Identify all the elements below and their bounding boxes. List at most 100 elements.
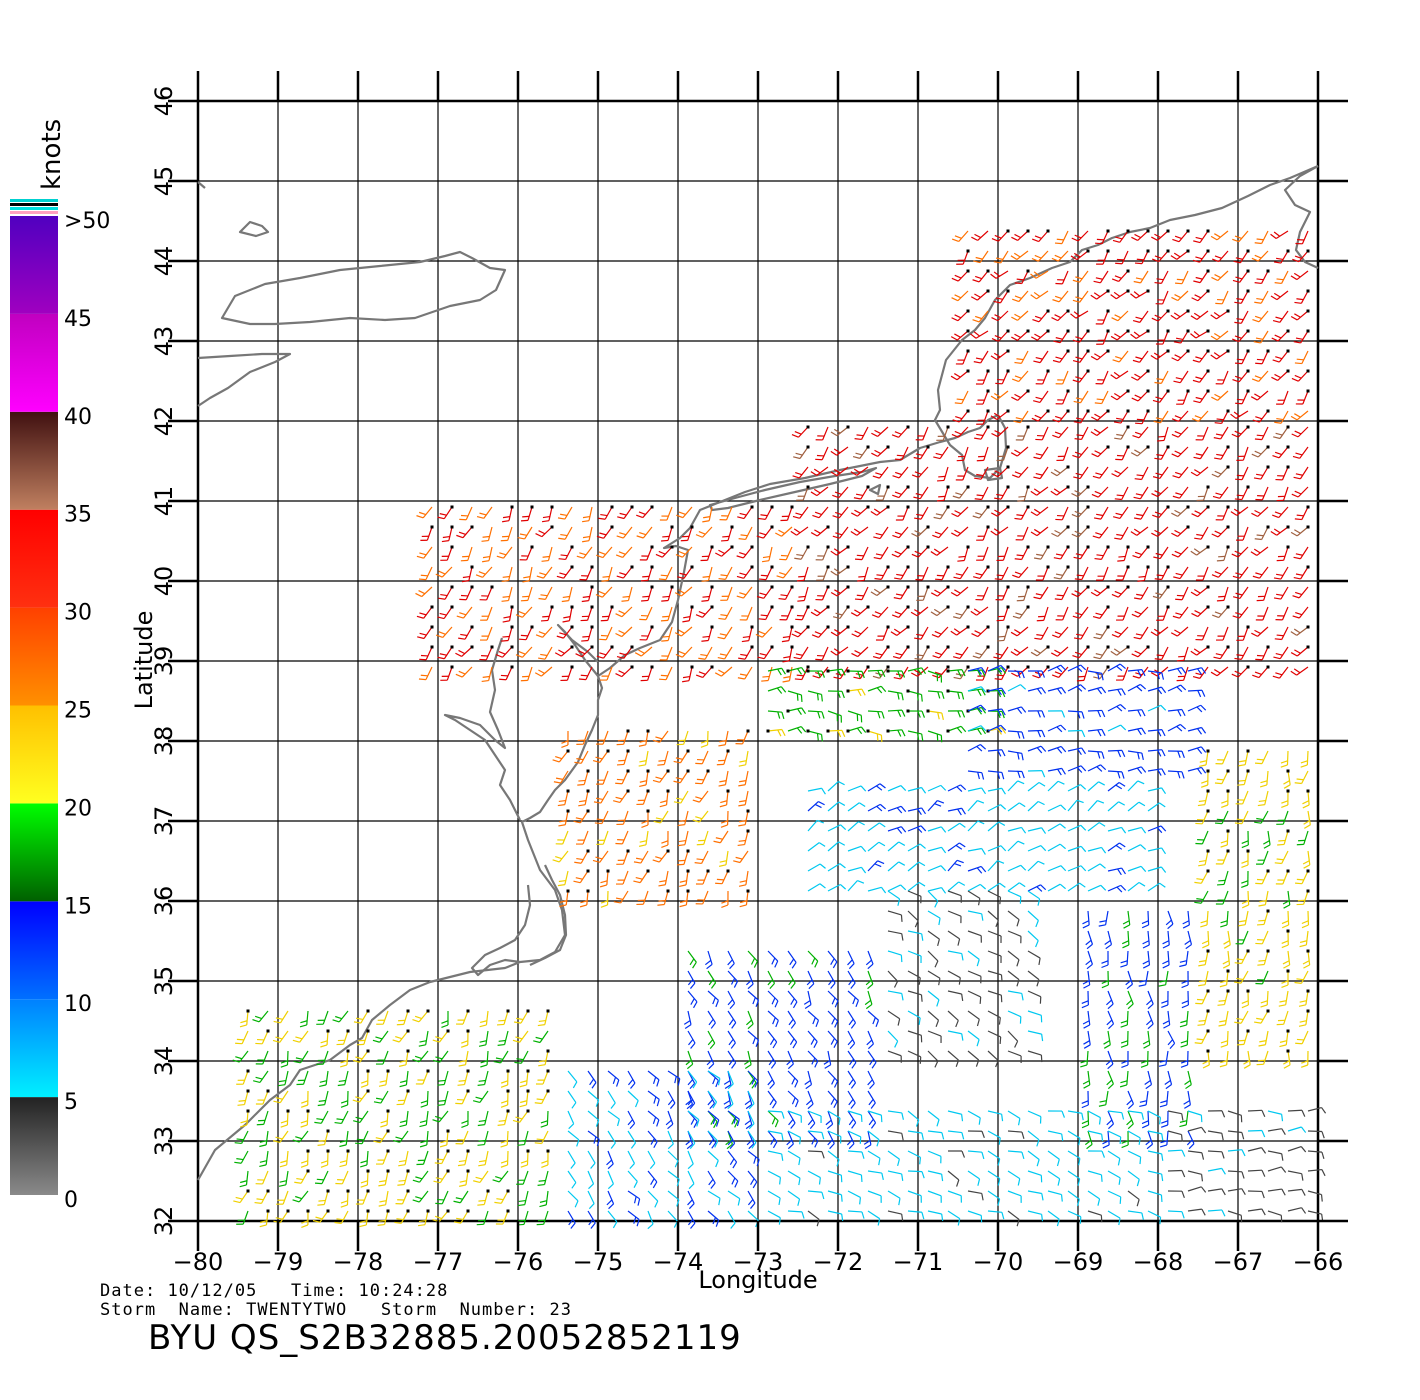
wind-barb (1113, 506, 1129, 520)
barb-staff (981, 586, 989, 601)
wind-barb (1127, 801, 1146, 812)
barb-staff (922, 586, 929, 601)
barb-feather (854, 558, 863, 561)
barb-dot (1026, 389, 1030, 393)
wind-barb (815, 646, 829, 661)
barb-dot (866, 729, 870, 733)
barb-feather (1120, 724, 1127, 731)
barb-feather (797, 708, 802, 715)
barb-feather (1033, 360, 1041, 364)
wind-barb (967, 970, 982, 984)
barb-feather (951, 512, 959, 518)
wind-barb (872, 466, 889, 479)
colorbar-cap-stripe (10, 203, 58, 206)
wind-barb (1216, 586, 1229, 602)
barb-feather (997, 728, 1002, 735)
barb-staff (1281, 606, 1289, 621)
wind-barb (461, 565, 474, 583)
barb-feather (686, 1143, 693, 1150)
barb-feather (1030, 336, 1038, 341)
barb-feather (677, 844, 686, 847)
barb-staff (698, 810, 709, 823)
barb-staff (898, 526, 909, 539)
barb-feather (1150, 672, 1158, 677)
barb-feather (579, 800, 587, 803)
wind-barb (658, 566, 673, 581)
barb-staff (1280, 566, 1289, 580)
wind-barb (720, 586, 733, 601)
barb-feather (1134, 610, 1142, 615)
barb-feather (733, 981, 739, 988)
wind-barb (673, 769, 690, 784)
barb-dot (686, 769, 690, 773)
barb-feather (810, 532, 818, 537)
wind-barb (810, 466, 829, 476)
barb-feather (858, 575, 866, 578)
barb-feather (738, 804, 746, 807)
barb-staff (1122, 666, 1129, 681)
barb-feather (897, 692, 900, 700)
wind-barb (886, 729, 906, 737)
barb-staff (1179, 486, 1189, 499)
barb-staff (827, 781, 839, 792)
barb-feather (1214, 333, 1221, 338)
barb-feather (552, 759, 560, 763)
barb-staff (1057, 646, 1069, 657)
wind-barb (1074, 426, 1089, 441)
barb-staff (441, 566, 453, 578)
barb-feather (1077, 711, 1081, 719)
barb-feather (462, 575, 470, 579)
barb-feather (1197, 690, 1202, 698)
barb-staff (763, 586, 773, 599)
barb-staff (827, 1070, 839, 1082)
barb-feather (710, 1118, 715, 1125)
barb-staff (927, 784, 942, 792)
wind-barb (634, 646, 653, 657)
wind-barb (987, 930, 1002, 944)
barb-feather (1071, 533, 1079, 538)
barb-feather (1181, 751, 1185, 759)
barb-feather (618, 551, 626, 555)
wind-barb (1187, 704, 1207, 713)
wind-barb (1276, 545, 1290, 562)
colorbar-band (10, 216, 58, 314)
wind-barb (927, 1030, 942, 1044)
barb-staff (1241, 350, 1249, 364)
wind-barb (927, 865, 947, 872)
barb-feather (1195, 396, 1203, 400)
barb-feather (1093, 636, 1101, 640)
wind-barb (1171, 426, 1189, 438)
barb-staff (726, 790, 729, 805)
barb-feather (832, 961, 838, 969)
barb-staff (1007, 750, 1022, 754)
barb-staff (847, 688, 862, 692)
barb-feather (830, 550, 837, 556)
wind-barb (987, 724, 1007, 733)
barb-dot (1306, 249, 1310, 253)
barb-dot (710, 605, 714, 609)
barb-dot (986, 409, 990, 413)
wind-barb (677, 830, 689, 847)
barb-feather (481, 539, 489, 542)
wind-barb (827, 841, 846, 852)
barb-feather (1115, 236, 1123, 240)
wind-barb (1053, 565, 1070, 580)
barb-feather (600, 904, 608, 908)
barb-feather (738, 824, 746, 827)
wind-barb (615, 665, 634, 678)
barb-feather (735, 856, 743, 860)
barb-staff (1062, 390, 1069, 405)
barb-feather (1054, 598, 1062, 601)
barb-staff (938, 526, 949, 539)
barb-feather (418, 511, 426, 516)
barb-staff (967, 1010, 980, 1020)
barb-feather (1016, 979, 1020, 987)
wind-barb (1010, 626, 1029, 637)
barb-feather (1234, 657, 1242, 660)
barb-staff (987, 930, 1002, 937)
barb-staff (724, 646, 733, 660)
barb-staff (1147, 866, 1162, 872)
wind-barb (1292, 249, 1310, 263)
barb-dot (790, 625, 794, 629)
barb-feather (975, 1059, 980, 1067)
